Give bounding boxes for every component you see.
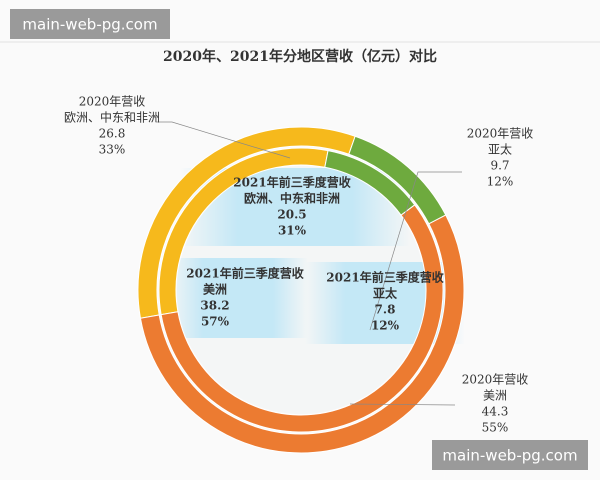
label-category: 美洲 xyxy=(483,389,507,403)
leader-line xyxy=(369,171,462,331)
share-label: 12% xyxy=(487,175,514,189)
highlight xyxy=(168,258,308,338)
label-series: 2021年前三季度营收 xyxy=(233,175,350,190)
data-label: 7.8 xyxy=(375,303,396,317)
data-label: 20.5 xyxy=(277,208,306,222)
label-series: 2021年前三季度营收 xyxy=(186,266,303,281)
label-category: 亚太 xyxy=(373,286,398,301)
data-label: 9.7 xyxy=(490,159,509,173)
share-label: 57% xyxy=(201,315,230,329)
data-label: 26.8 xyxy=(99,127,126,141)
data-label: 38.2 xyxy=(200,299,229,313)
share-label: 12% xyxy=(371,319,400,333)
label-category: 欧洲、中东和非洲 xyxy=(244,191,340,206)
label-series: 2020年营收 xyxy=(79,95,146,109)
label-series: 2021年前三季度营收 xyxy=(326,270,443,285)
watermark-box xyxy=(10,9,170,39)
label-category: 美洲 xyxy=(203,282,227,297)
watermark: main-web-pg.com xyxy=(442,447,577,465)
chart-title: 2020年、2021年分地区营收（亿元）对比 xyxy=(163,48,437,65)
share-label: 55% xyxy=(482,421,509,435)
share-label: 33% xyxy=(99,143,126,157)
share-label: 31% xyxy=(278,224,307,238)
data-label: 44.3 xyxy=(482,405,509,419)
watermark-box xyxy=(432,440,588,470)
label-category: 欧洲、中东和非洲 xyxy=(64,110,160,125)
leader-line xyxy=(156,121,291,159)
label-category: 亚太 xyxy=(488,142,512,157)
leader-line xyxy=(349,403,456,406)
label-series: 2020年营收 xyxy=(467,127,534,141)
label-series: 2020年营收 xyxy=(462,373,529,387)
donut-segment xyxy=(139,214,465,454)
donut-segment xyxy=(160,204,444,433)
watermark: main-web-pg.com xyxy=(22,16,157,34)
